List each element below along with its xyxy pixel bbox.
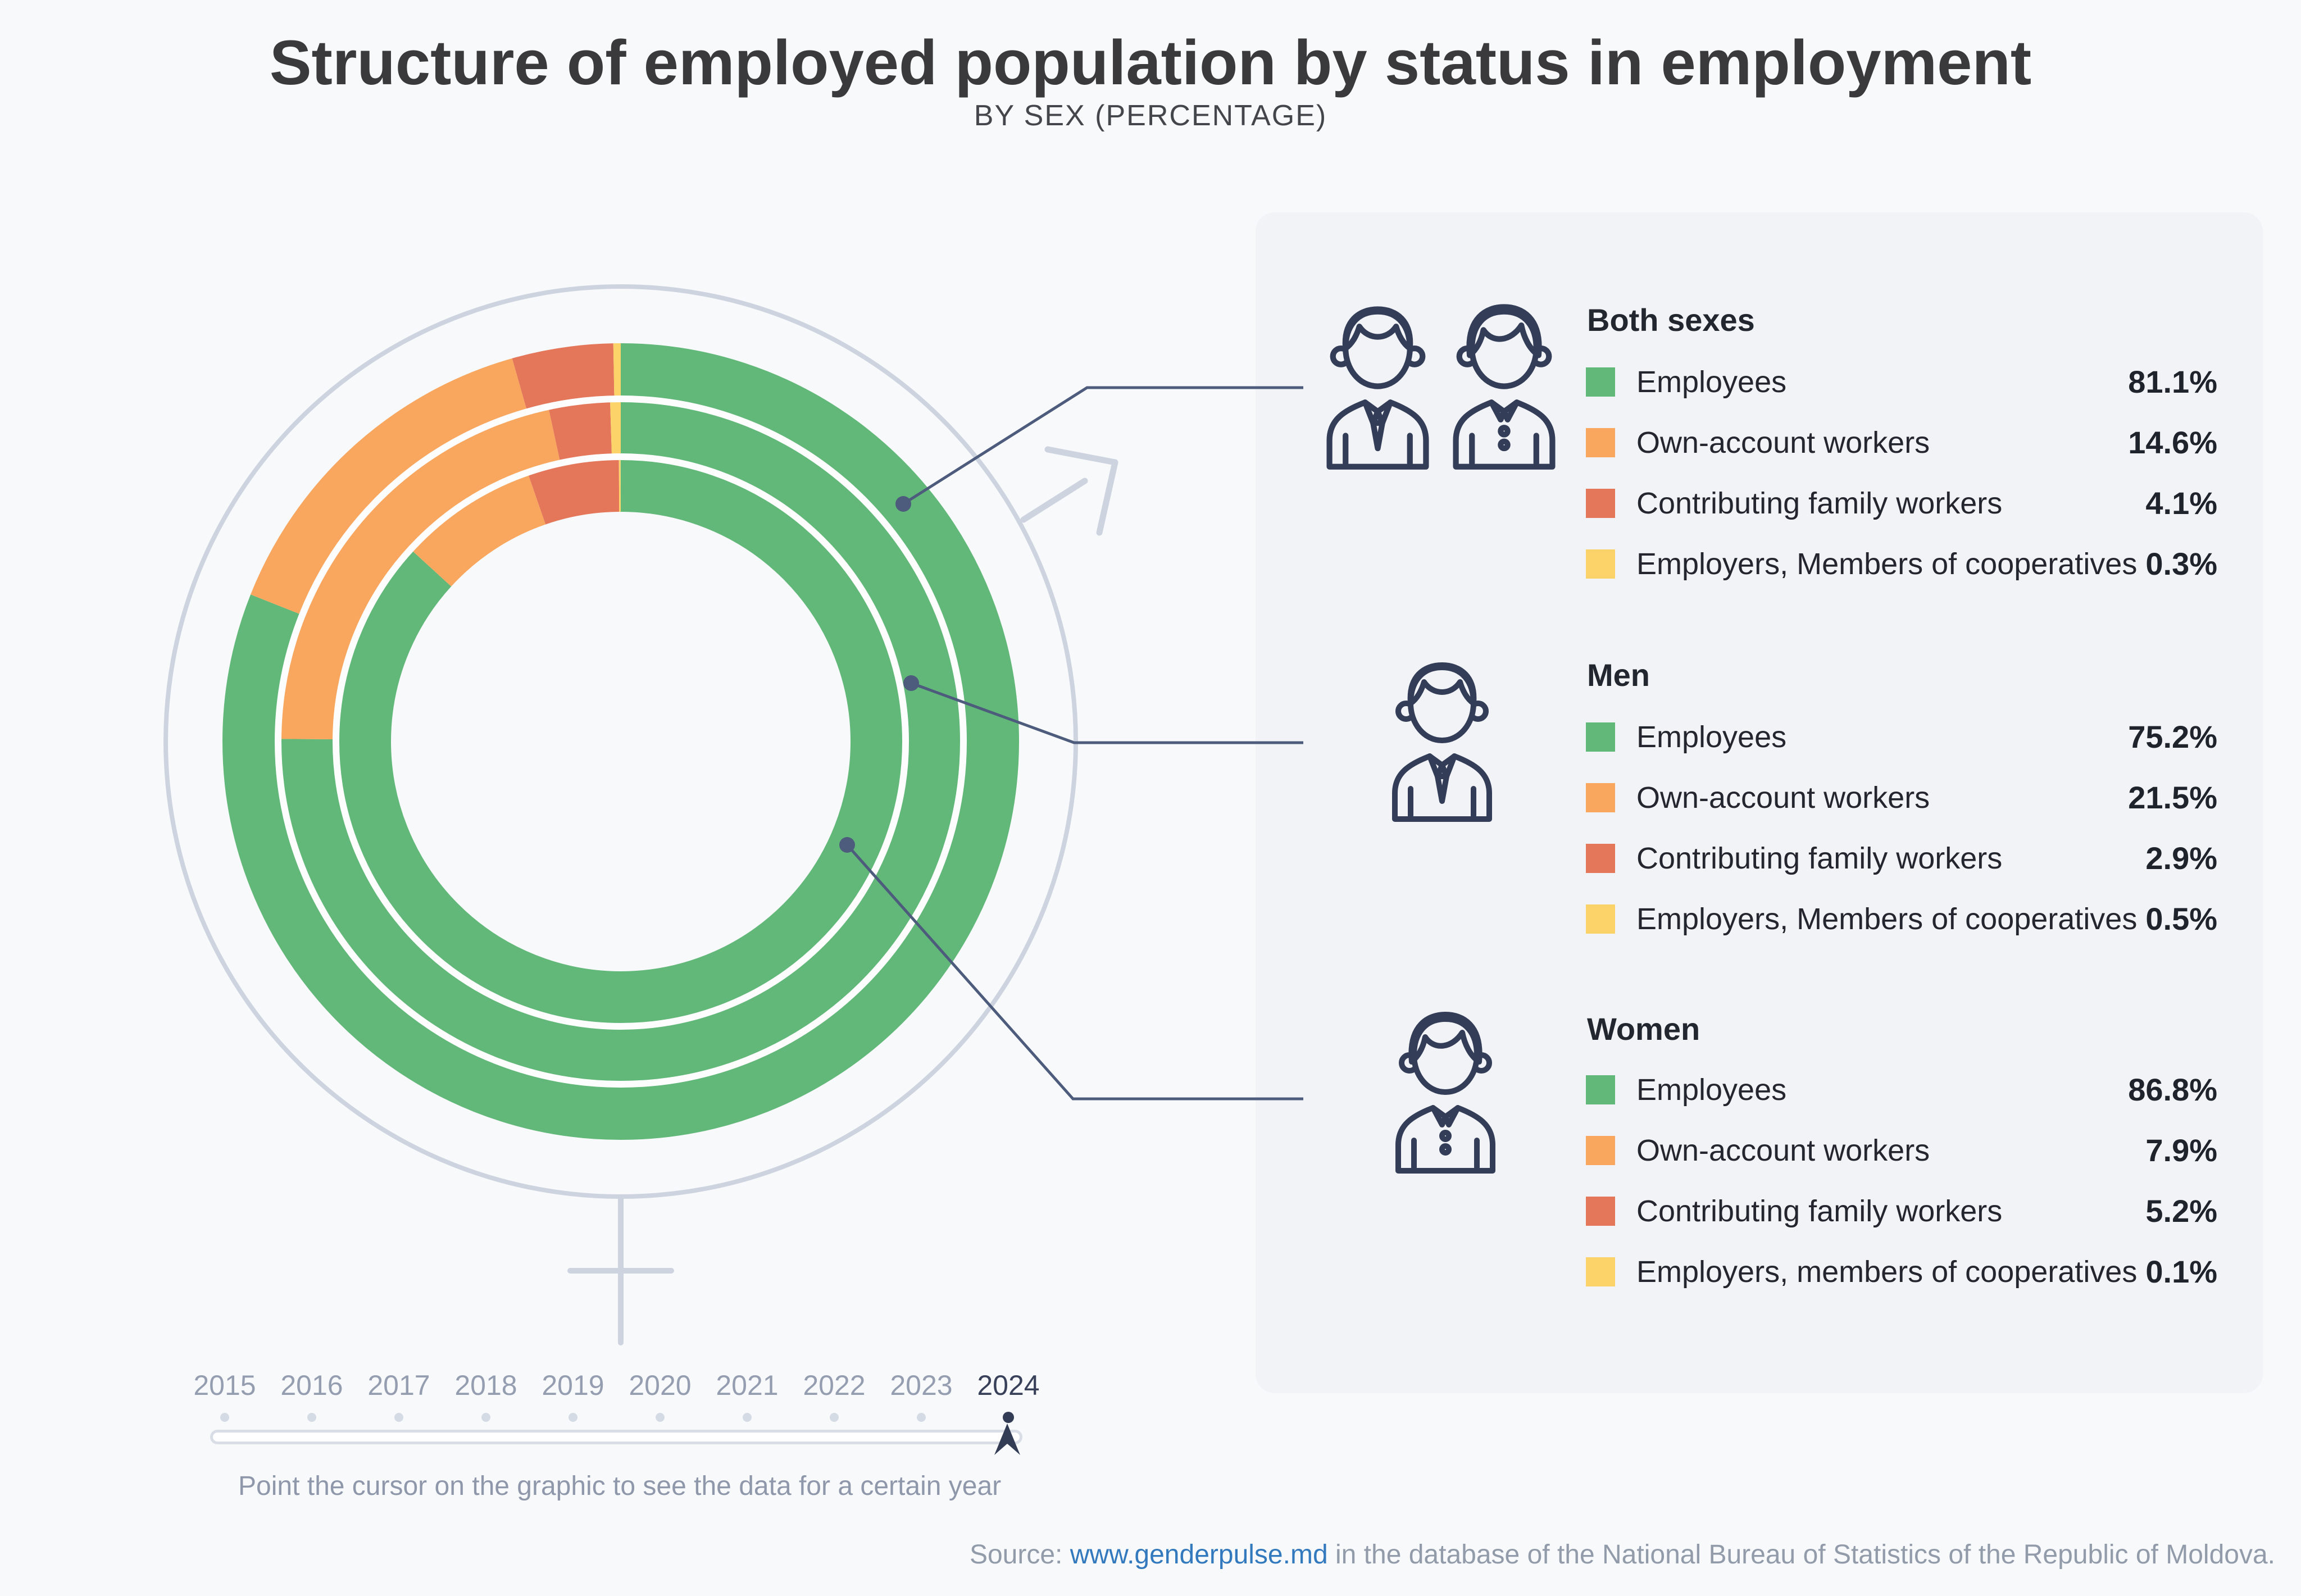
legend-value: 7.9%	[2145, 1133, 2217, 1168]
legend-row-women-employers-members-of-cooperatives: Employers, members of cooperatives 0.1%	[1586, 1254, 2217, 1289]
callout-line-both-sexes	[902, 386, 1303, 506]
legend-row-men-contributing-family-workers: Contributing family workers 2.9%	[1586, 840, 2217, 876]
timeline-year-2018[interactable]: 2018	[454, 1370, 517, 1401]
legend-value: 2.9%	[2145, 840, 2217, 876]
legend-label: Own-account workers	[1636, 426, 1930, 460]
timeline-year-2022[interactable]: 2022	[803, 1370, 866, 1401]
legend-row-both-sexes-employers-members-of-cooperatives: Employers, Members of cooperatives 0.3%	[1586, 546, 2217, 581]
legend-label: Employers, Members of cooperatives	[1636, 902, 2138, 936]
timeline-year-2015[interactable]: 2015	[193, 1370, 256, 1401]
legend-value: 0.3%	[2145, 546, 2217, 581]
timeline-year-2019[interactable]: 2019	[542, 1370, 604, 1401]
legend-label: Employees	[1636, 365, 1787, 399]
timeline-dot-2024[interactable]	[1003, 1412, 1014, 1423]
timeline-year-2021[interactable]: 2021	[716, 1370, 779, 1401]
legend-label: Employers, members of cooperatives	[1636, 1255, 2138, 1289]
legend-swatch	[1586, 489, 1615, 518]
legend-label: Contributing family workers	[1636, 842, 2003, 875]
legend-label: Employees	[1636, 1073, 1787, 1107]
legend-row-women-own-account-workers: Own-account workers 7.9%	[1586, 1133, 2217, 1168]
legend-value: 75.2%	[2128, 719, 2217, 754]
legend-row-women-contributing-family-workers: Contributing family workers 5.2%	[1586, 1193, 2217, 1229]
legend-swatch	[1586, 1257, 1615, 1286]
timeline-dot-2016[interactable]	[307, 1413, 316, 1422]
legend-value: 21.5%	[2128, 780, 2217, 815]
legend-row-both-sexes-contributing-family-workers: Contributing family workers 4.1%	[1586, 485, 2217, 521]
legend-swatch	[1586, 844, 1615, 873]
legend-swatch	[1586, 783, 1615, 812]
legend-rows-men: Employees 75.2% Own-account workers 21.5% Co…	[1586, 719, 2217, 936]
legend-label: Own-account workers	[1636, 781, 1930, 815]
legend-row-both-sexes-employees: Employees 81.1%	[1586, 364, 2217, 399]
donut-ring-both-sexes-segment-employers-members-of-cooperatives[interactable]	[222, 343, 1019, 1140]
timeline-track[interactable]	[210, 1430, 1022, 1444]
legend-value: 86.8%	[2128, 1072, 2217, 1107]
legend-row-men-employers-members-of-cooperatives: Employers, Members of cooperatives 0.5%	[1586, 901, 2217, 936]
legend-swatch	[1586, 367, 1615, 397]
legend-group-title: Men	[1587, 657, 1650, 693]
source-line: Source: www.genderpulse.md in the databa…	[970, 1540, 2275, 1570]
legend-rows-both-sexes: Employees 81.1% Own-account workers 14.6% Co…	[1586, 364, 2217, 581]
source-link[interactable]: www.genderpulse.md	[1070, 1540, 1328, 1570]
legend-row-men-own-account-workers: Own-account workers 21.5%	[1586, 780, 2217, 815]
legend-label: Employers, Members of cooperatives	[1636, 547, 2138, 581]
male-arrow-icon	[1020, 446, 1118, 536]
female-cross-icon	[567, 1195, 674, 1345]
woman-icon	[1384, 1006, 1507, 1174]
timeline-dot-2021[interactable]	[743, 1413, 752, 1422]
both-sexes-icon	[1315, 298, 1567, 470]
timeline-year-2024[interactable]: 2024	[977, 1370, 1040, 1401]
legend-label: Contributing family workers	[1636, 486, 2003, 520]
legend-rows-women: Employees 86.8% Own-account workers 7.9% Con…	[1586, 1072, 2217, 1289]
timeline-year-2016[interactable]: 2016	[280, 1370, 343, 1401]
legend-swatch	[1586, 722, 1615, 752]
legend-swatch	[1586, 1136, 1615, 1165]
legend-group-title: Both sexes	[1587, 302, 1755, 338]
timeline-dot-2017[interactable]	[394, 1413, 403, 1422]
legend-group-title: Women	[1587, 1011, 1700, 1047]
legend-row-men-employees: Employees 75.2%	[1586, 719, 2217, 754]
source-prefix: Source:	[969, 1540, 1070, 1570]
timeline-year-2023[interactable]: 2023	[890, 1370, 953, 1401]
legend-value: 4.1%	[2145, 485, 2217, 521]
legend-label: Own-account workers	[1636, 1134, 1930, 1167]
man-icon	[1380, 654, 1504, 822]
page-subtitle: BY SEX (PERCENTAGE)	[974, 99, 1327, 132]
legend-row-women-employees: Employees 86.8%	[1586, 1072, 2217, 1107]
timeline-hint: Point the cursor on the graphic to see t…	[238, 1471, 1002, 1501]
timeline-year-2020[interactable]: 2020	[629, 1370, 692, 1401]
legend-value: 14.6%	[2128, 425, 2217, 460]
legend-value: 0.5%	[2145, 901, 2217, 936]
legend-row-both-sexes-own-account-workers: Own-account workers 14.6%	[1586, 425, 2217, 460]
legend-swatch	[1586, 549, 1615, 579]
timeline-dot-2018[interactable]	[481, 1413, 490, 1422]
legend-swatch	[1586, 904, 1615, 934]
timeline-dot-2023[interactable]	[917, 1413, 926, 1422]
legend-swatch	[1586, 1075, 1615, 1104]
legend-label: Contributing family workers	[1636, 1194, 2003, 1228]
timeline-dot-2020[interactable]	[656, 1413, 665, 1422]
legend-label: Employees	[1636, 720, 1787, 754]
timeline-dot-2019[interactable]	[569, 1413, 577, 1422]
page-title: Structure of employed population by stat…	[269, 28, 2032, 98]
legend-value: 81.1%	[2128, 364, 2217, 399]
legend-value: 0.1%	[2145, 1254, 2217, 1289]
timeline-dot-2022[interactable]	[830, 1413, 839, 1422]
timeline-dot-2015[interactable]	[220, 1413, 229, 1422]
timeline-year-2017[interactable]: 2017	[367, 1370, 430, 1401]
legend-value: 5.2%	[2145, 1193, 2217, 1229]
legend-panel: Both sexes Employees 81.1% Own-account wor…	[1256, 212, 2263, 1393]
legend-swatch	[1586, 1197, 1615, 1226]
source-suffix: in the database of the National Bureau o…	[1327, 1540, 2275, 1570]
legend-swatch	[1586, 428, 1615, 457]
